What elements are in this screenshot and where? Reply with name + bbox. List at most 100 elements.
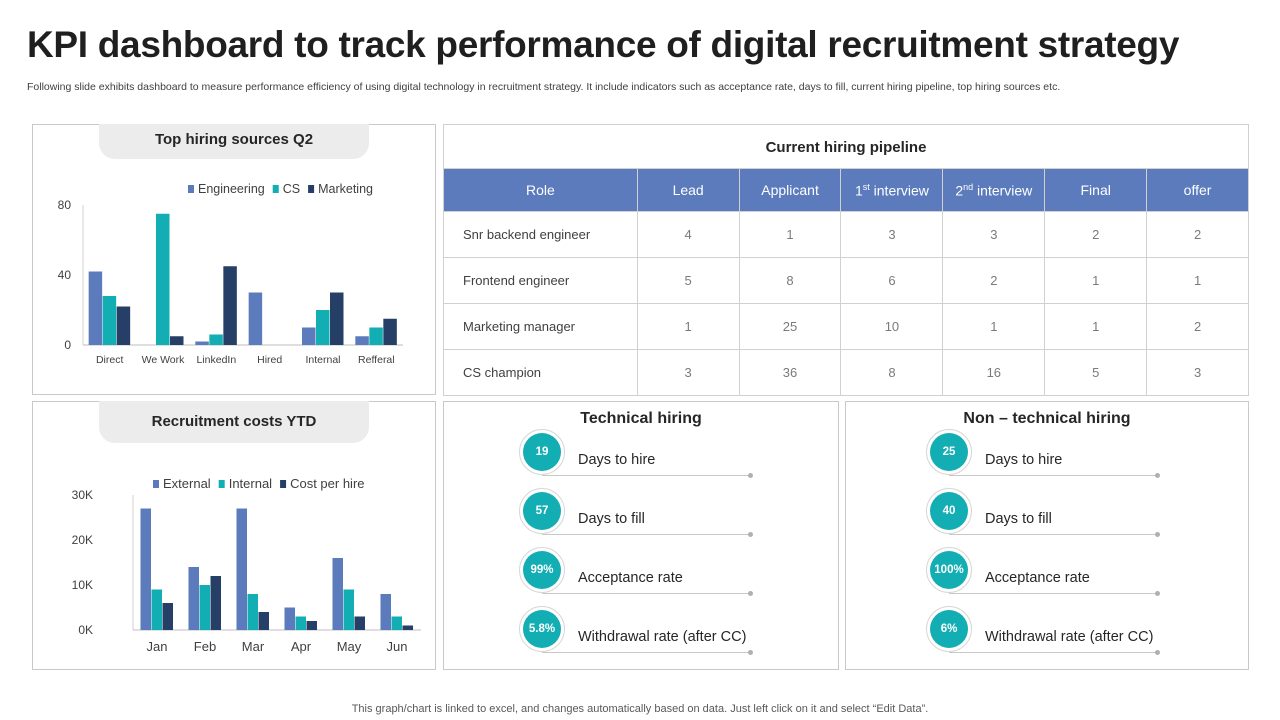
bar-external[interactable] xyxy=(332,558,344,630)
kpi-divider xyxy=(949,593,1156,594)
bar-cost-per-hire[interactable] xyxy=(402,625,414,631)
legend-swatch xyxy=(218,480,225,488)
bar-cost-per-hire[interactable] xyxy=(306,621,318,630)
x-tick-label: May xyxy=(337,639,362,654)
bar-engineering[interactable] xyxy=(195,341,209,346)
bar-internal[interactable] xyxy=(295,616,307,631)
bar-engineering[interactable] xyxy=(355,336,369,345)
legend-swatch xyxy=(280,480,287,488)
bar-cs[interactable] xyxy=(102,296,117,345)
legend-label: External xyxy=(163,476,211,491)
col-offer: offer xyxy=(1146,168,1249,212)
col-role: Role xyxy=(443,168,638,212)
kpi-label: Acceptance rate xyxy=(985,570,1090,586)
bar-engineering[interactable] xyxy=(88,271,103,346)
cell-interview2: 1 xyxy=(942,303,1046,350)
top-hiring-sources-panel: Top hiring sources Q2 Engineering CS Marke… xyxy=(32,124,436,395)
bar-engineering[interactable] xyxy=(302,327,316,346)
col-second-interview: 2nd interview xyxy=(942,168,1046,212)
cell-applicant: 25 xyxy=(738,303,842,350)
bar-internal[interactable] xyxy=(247,594,259,630)
kpi-ring xyxy=(926,429,972,475)
bar-external[interactable] xyxy=(236,508,248,631)
bar-internal[interactable] xyxy=(151,589,163,631)
bar-cost-per-hire[interactable] xyxy=(162,603,174,630)
bar-external[interactable] xyxy=(188,567,200,630)
bar-marketing[interactable] xyxy=(170,336,184,345)
x-tick-label: Feb xyxy=(194,639,216,654)
bar-cost-per-hire[interactable] xyxy=(354,616,366,631)
kpi-days-to-hire: 19 Days to hire xyxy=(519,429,779,483)
cell-applicant: 36 xyxy=(738,349,842,396)
kpi-value-badge: 19 xyxy=(523,433,561,471)
cell-lead: 4 xyxy=(636,211,740,258)
kpi-dot xyxy=(748,473,753,478)
bar-internal[interactable] xyxy=(343,589,355,631)
y-tick-label: 80 xyxy=(58,198,72,212)
y-tick-label: 30K xyxy=(72,488,93,502)
x-tick-label: Jan xyxy=(147,639,168,654)
bar-external[interactable] xyxy=(140,508,152,631)
bar-internal[interactable] xyxy=(199,585,211,630)
kpi-label: Days to hire xyxy=(578,452,656,468)
kpi-ring xyxy=(519,429,565,475)
col-first-interview: 1st interview xyxy=(840,168,944,212)
kpi-dot xyxy=(1155,591,1160,596)
col-final: Final xyxy=(1044,168,1148,212)
bar-marketing[interactable] xyxy=(116,306,131,346)
cell-interview2: 16 xyxy=(942,349,1046,396)
pipeline-title-cell: Current hiring pipeline xyxy=(443,124,1249,168)
kpi-ring xyxy=(926,606,972,652)
bar-cs[interactable] xyxy=(209,334,223,346)
top-hiring-sources-chart[interactable]: Engineering CS Marketing 0 40 80 Direct We Work… xyxy=(33,155,435,395)
x-tick-label: Hired xyxy=(257,354,282,366)
cell-final: 1 xyxy=(1044,257,1148,304)
y-tick-label: 0 xyxy=(64,338,71,352)
bar-cs[interactable] xyxy=(316,310,330,345)
y-tick-label: 40 xyxy=(58,268,72,282)
legend-swatch xyxy=(272,185,279,193)
kpi-ring xyxy=(519,488,565,534)
bar-marketing[interactable] xyxy=(223,266,237,345)
bar-cs[interactable] xyxy=(369,327,383,346)
x-tick-label: We Work xyxy=(142,354,186,366)
cell-lead: 1 xyxy=(636,303,740,350)
x-tick-label: Apr xyxy=(291,639,312,654)
bar-marketing[interactable] xyxy=(330,292,344,346)
cell-interview2: 3 xyxy=(942,211,1046,258)
bar-cost-per-hire[interactable] xyxy=(258,612,270,630)
bar-cs[interactable] xyxy=(156,213,170,345)
bar-cost-per-hire[interactable] xyxy=(210,576,222,630)
table-row: Frontend engineer 5 8 6 2 1 1 xyxy=(443,257,1249,304)
x-tick-label: Internal xyxy=(305,354,340,366)
kpi-ring xyxy=(926,488,972,534)
bar-marketing[interactable] xyxy=(383,318,397,345)
kpi-ring xyxy=(519,606,565,652)
bar-internal[interactable] xyxy=(391,616,403,631)
kpi-value-badge: 5.8% xyxy=(523,610,561,648)
bar-external[interactable] xyxy=(380,594,392,630)
pipeline-header-row: Role Lead Applicant 1st interview 2nd in… xyxy=(443,168,1249,212)
bar-external[interactable] xyxy=(284,607,296,631)
recruitment-costs-chart[interactable]: External Internal Cost per hire 0K 10K 20K 30K… xyxy=(33,442,435,670)
x-tick-label: Mar xyxy=(242,639,265,654)
x-tick-label: Refferal xyxy=(358,354,395,366)
cell-applicant: 1 xyxy=(738,211,842,258)
cell-final: 1 xyxy=(1044,303,1148,350)
pipeline-table: Role Lead Applicant 1st interview 2nd in… xyxy=(443,168,1249,396)
cell-final: 5 xyxy=(1044,349,1148,396)
kpi-divider xyxy=(542,534,749,535)
col-lead: Lead xyxy=(636,168,740,212)
x-tick-label: LinkedIn xyxy=(196,354,236,366)
legend-label: Internal xyxy=(229,476,272,491)
bar-engineering[interactable] xyxy=(248,292,263,346)
kpi-dot xyxy=(748,532,753,537)
kpi-value-badge: 100% xyxy=(930,551,968,589)
cell-offer: 2 xyxy=(1146,211,1249,258)
x-tick-label: Direct xyxy=(96,354,124,366)
technical-hiring-panel: Technical hiring 19 Days to hire 57 Days… xyxy=(443,401,839,670)
legend-label: CS xyxy=(283,182,300,196)
cell-lead: 3 xyxy=(636,349,740,396)
cell-offer: 1 xyxy=(1146,257,1249,304)
cell-role: Marketing manager xyxy=(443,303,638,350)
